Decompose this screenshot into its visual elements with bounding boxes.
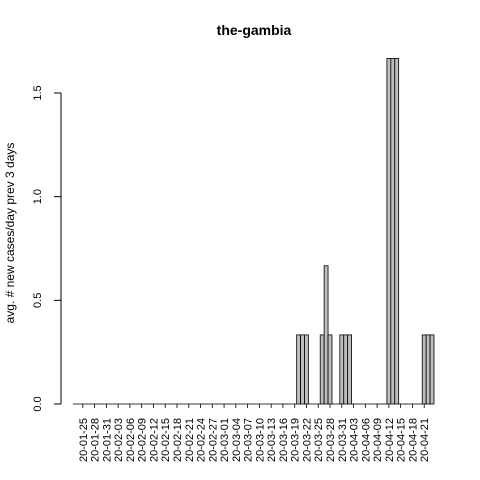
x-tick-label: 20-04-06 [360,418,372,462]
bar [425,334,431,405]
x-tick-label: 20-02-03 [113,418,125,462]
bar [343,334,349,405]
bar [304,334,309,405]
bar [300,334,305,405]
x-tick-label: 20-04-18 [407,418,419,462]
y-tick-label: 1.5 [32,85,44,100]
x-tick-label: 20-03-22 [301,418,313,462]
x-tick-label: 20-04-12 [384,418,396,462]
bar [394,58,400,405]
bar [319,334,325,405]
x-tick-label: 20-01-25 [78,418,90,462]
x-tick-label: 20-02-12 [148,418,160,462]
x-tick-label: 20-02-24 [196,418,208,462]
x-tick-label: 20-03-28 [325,418,337,462]
x-tick-label: 20-02-21 [184,418,196,462]
x-tick-label: 20-02-09 [137,418,149,462]
y-axis: 0.0 0.5 1.0 1.5 [32,85,62,412]
y-tick-label: 1.0 [32,189,44,204]
x-tick-label: 20-04-03 [349,418,361,462]
x-axis: 20-01-25 20-01-28 20-01-31 20-02-03 20-02-06… [78,404,431,462]
bar [421,334,427,405]
x-tick-label: 20-03-04 [231,418,243,462]
x-tick-label: 20-03-10 [254,418,266,462]
x-tick-label: 20-02-27 [207,418,219,462]
x-tick-label: 20-02-06 [125,418,137,462]
x-tick-label: 20-03-31 [337,418,349,462]
chart-title: the-gambia [217,22,292,38]
bar [390,58,396,405]
y-axis-label: avg. # new cases/day prev 3 days [3,143,17,324]
bar [296,334,301,405]
y-tick-label: 0.5 [32,293,44,308]
bars [73,58,435,405]
x-tick-label: 20-04-15 [396,418,408,462]
x-tick-label: 20-01-31 [101,418,113,462]
x-tick-label: 20-03-25 [313,418,325,462]
x-tick-label: 20-03-07 [243,418,255,462]
x-tick-label: 20-04-21 [419,418,431,462]
x-tick-label: 20-03-13 [266,418,278,462]
x-tick-label: 20-02-15 [160,418,172,462]
x-tick-label: 20-03-16 [278,418,290,462]
x-tick-label: 20-01-28 [90,418,102,462]
bar [323,265,329,405]
bar [386,58,392,405]
x-tick-label: 20-03-01 [219,418,231,462]
y-tick-label: 0.0 [32,396,44,411]
x-tick-label: 20-03-19 [290,418,302,462]
bar [347,334,352,405]
x-tick-label: 20-04-09 [372,418,384,462]
bar [327,334,333,405]
bar [429,334,435,405]
x-tick-label: 20-02-18 [172,418,184,462]
bar [339,334,345,405]
